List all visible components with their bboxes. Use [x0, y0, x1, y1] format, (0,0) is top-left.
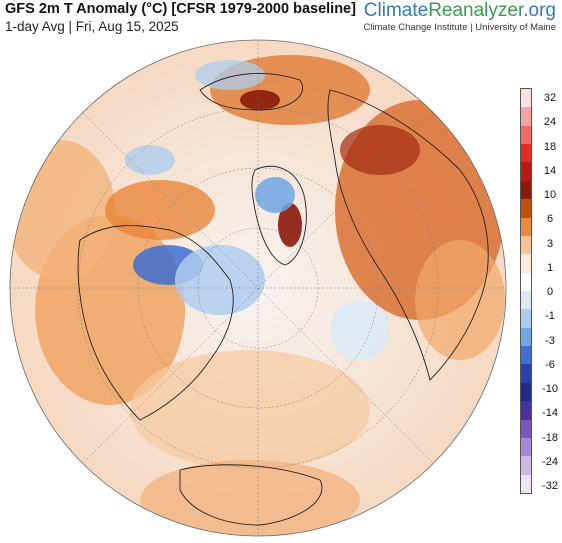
canada-warm-region — [105, 180, 215, 240]
europe-outline — [199, 73, 303, 111]
south-america-warm-region — [140, 460, 360, 536]
chart-title: GFS 2m T Anomaly (°C) [CFSR 1979-2000 ba… — [5, 1, 356, 17]
legend-tick-label: -18 — [542, 431, 558, 444]
siberia-hot-spot — [340, 125, 420, 175]
legend-tick-label: 24 — [543, 116, 557, 129]
legend-tick-label: -32 — [542, 480, 558, 492]
legend-tick-label: 18 — [543, 140, 557, 153]
legend-tick-label: 3 — [546, 237, 554, 250]
legend-swatch — [521, 309, 531, 329]
coastlines — [77, 73, 489, 526]
legend-swatch — [521, 419, 531, 439]
legend-swatch — [521, 254, 531, 274]
arctic-cool-region — [330, 300, 390, 360]
legend-swatch — [521, 346, 531, 365]
legend-tick-label: -10 — [542, 383, 558, 395]
logo-part-reanalyzer: Reanalyzer — [428, 0, 524, 21]
legend-tick-label: 1 — [546, 261, 554, 274]
legend-tick-label: 32 — [543, 92, 557, 104]
pacific-warm-region — [10, 140, 115, 280]
site-logo[interactable]: ClimateReanalyzer.org — [364, 0, 556, 22]
alaska-cool-region — [125, 145, 175, 175]
legend-swatch — [521, 125, 531, 145]
legend-swatch — [521, 180, 531, 200]
legend-swatch — [521, 89, 531, 108]
scandinavia-cool-region — [195, 60, 265, 90]
legend-tick-label: 0 — [546, 286, 554, 298]
legend-swatch — [521, 382, 531, 402]
legend-swatch — [521, 199, 531, 219]
south-america-outline — [179, 464, 323, 526]
legend-swatch — [521, 474, 531, 494]
legend-tick-label: 6 — [546, 213, 554, 226]
legend-tick-label: -6 — [545, 358, 555, 371]
greenland-hot-spot — [278, 203, 302, 247]
legend-tick-label: -1 — [545, 310, 555, 323]
canada-cool-region — [175, 245, 265, 315]
east-asia-warm-region — [415, 240, 505, 360]
legend-swatch — [521, 107, 531, 127]
globe-edge — [9, 39, 507, 537]
atlantic-warm-region — [130, 350, 370, 470]
legend-swatch — [521, 144, 531, 163]
legend-tick-label: -24 — [542, 455, 558, 468]
legend-tick-label: 10 — [543, 189, 557, 201]
legend-swatch — [521, 291, 531, 310]
chart-subtitle: 1-day Avg | Fri, Aug 15, 2025 — [5, 19, 179, 34]
legend-swatch — [521, 364, 531, 384]
legend-swatch — [521, 235, 531, 255]
legend-tick-label: -14 — [542, 407, 558, 420]
logo-part-climate: Climate — [363, 0, 429, 21]
logo-tagline: Climate Change Institute | University of… — [363, 22, 556, 33]
legend-swatch — [521, 272, 531, 292]
color-scale-legend — [520, 88, 532, 494]
europe-hot-spot — [240, 90, 280, 110]
legend-tick-label: 14 — [543, 164, 557, 177]
graticule — [10, 40, 506, 536]
greenland-outline — [251, 165, 307, 266]
legend-swatch — [521, 401, 531, 421]
eurasia-outline — [327, 89, 489, 381]
legend-swatch — [521, 456, 531, 476]
greenland-cool-region — [255, 177, 295, 213]
legend-tick-label: -3 — [545, 334, 555, 347]
legend-swatch — [521, 327, 531, 347]
legend-swatch — [521, 437, 531, 457]
legend-swatch — [521, 162, 531, 182]
legend-swatch — [521, 217, 531, 237]
north-america-outline — [77, 225, 234, 421]
logo-part-org: .org — [523, 0, 556, 21]
